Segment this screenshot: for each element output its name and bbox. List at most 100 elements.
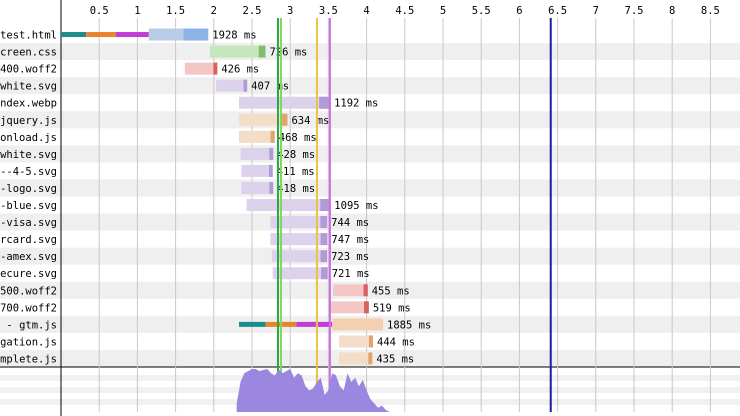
activity-band [0,375,740,381]
tick-label: 3 [287,5,293,17]
request-bar [240,147,274,160]
timing-markers [276,18,552,412]
request-bar-download [321,267,328,280]
row-band [0,247,740,265]
request-bar [241,181,274,194]
request-bar-download [281,113,288,126]
request-bar [271,250,328,263]
request-bar-download [213,62,218,75]
duration-label: 726 ms [269,47,307,59]
request-bar [184,62,218,75]
bar-phase [116,32,149,38]
request-bar-download [363,284,368,297]
duration-label: 428 ms [277,149,315,161]
request-bar [209,45,266,58]
duration-label: 747 ms [331,234,369,246]
request-name: onload.js [0,132,57,144]
request-name: - gtm.js [6,319,57,331]
duration-label: 519 ms [373,302,411,314]
bar-phase [239,321,266,327]
tick-label: 5 [440,5,446,17]
tick-label: 7.5 [625,5,644,17]
tick-label: 4 [363,5,369,17]
request-bar-download [243,79,248,92]
request-name: -500.woff2 [0,285,57,297]
duration-label: 1928 ms [212,30,256,42]
duration-label: 455 ms [372,285,410,297]
request-name: ndex.webp [0,98,57,110]
request-labels: test.html screen.css -400.woff2 -white.svg n… [0,30,57,366]
request-name: secure.svg [0,268,57,280]
request-name: --blue.svg [0,200,57,212]
request-name: e--4-5.svg [0,166,57,178]
bar-phase [296,321,333,327]
row-band [0,43,740,61]
request-bars [61,28,384,365]
row-band [0,213,740,231]
request-bar [329,301,369,314]
duration-labels: 1928 ms 726 ms 426 ms 407 ms 1192 ms 634 ms 46… [212,30,431,366]
duration-label: 723 ms [331,251,369,263]
request-name: --visa.svg [0,217,57,229]
tick-label: 5.5 [472,5,491,17]
row-band [0,281,740,299]
request-name: -white.svg [0,149,57,161]
tick-label: 0.5 [90,5,109,17]
request-bar-download [268,164,273,177]
request-name: omplete.js [0,353,57,365]
duration-label: 426 ms [221,64,259,76]
row-band [0,179,740,197]
request-name: ercard.svg [0,234,57,246]
duration-label: 744 ms [331,217,369,229]
request-bar [339,352,373,365]
request-name: test.html [0,30,57,42]
duration-label: 407 ms [251,81,289,93]
request-name: -400.woff2 [0,64,57,76]
duration-label: 418 ms [277,183,315,195]
activity-area [236,369,390,412]
request-bar-download [269,181,274,194]
x-axis-ticks: 0.5 1 1.5 2 2.5 3 3.5 4 4.5 5 5.5 6 6.5 7 7.5 8 8.5 [90,5,720,17]
tick-label: 4.5 [395,5,414,17]
request-bar [241,164,273,177]
tick-label: 2 [211,5,217,17]
duration-label: 1885 ms [387,319,431,331]
bar-phase [183,28,209,41]
row-band [0,111,740,129]
tick-label: 7 [593,5,599,17]
request-bar-download [368,335,374,348]
duration-label: 411 ms [277,166,315,178]
bar-phase [86,32,117,38]
request-bar [270,216,328,229]
duration-label: 1095 ms [334,200,378,212]
request-bar [332,284,368,297]
tick-label: 1.5 [166,5,185,17]
duration-label: 1192 ms [334,98,378,110]
tick-label: 2.5 [243,5,262,17]
request-bar [239,96,331,109]
activity-band [0,387,740,393]
bar-phase [148,28,184,41]
request-name: screen.css [0,47,57,59]
duration-label: 468 ms [279,132,317,144]
duration-label: 435 ms [376,353,414,365]
request-bar-download [320,250,328,263]
tick-label: 6 [516,5,522,17]
request-name: -white.svg [0,81,57,93]
request-name: --amex.svg [0,251,57,263]
request-bar-download [368,352,373,365]
request-bar [339,335,374,348]
tick-label: 6.5 [548,5,567,17]
tick-label: 3.5 [319,5,338,17]
request-bar [239,130,275,143]
request-bar-download [319,96,331,109]
duration-label: 721 ms [332,268,370,280]
duration-label: 634 ms [291,115,329,127]
request-bar-download [320,216,328,229]
request-bar-download [320,233,328,246]
bar-phase [61,32,87,38]
row-band [0,77,740,95]
tick-label: 8.5 [701,5,720,17]
request-bar [246,199,331,212]
request-name: gation.js [0,336,57,348]
